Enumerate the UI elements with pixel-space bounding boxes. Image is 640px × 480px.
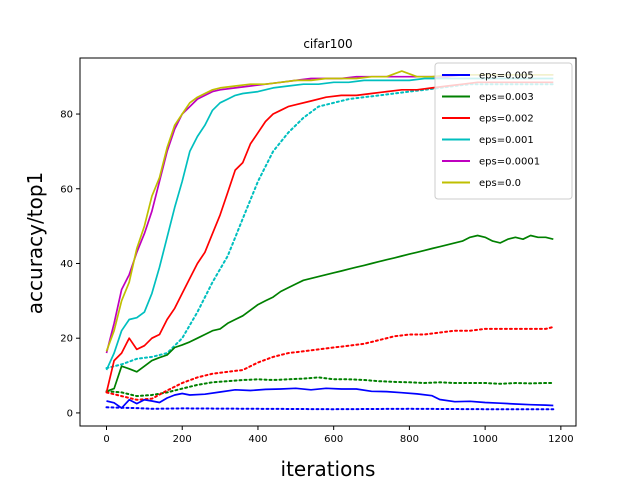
x-tick-label: 200	[173, 434, 192, 445]
chart-title: cifar100	[303, 37, 352, 51]
x-tick-label: 1200	[548, 434, 573, 445]
series-line-eps-0-003	[106, 234, 554, 393]
legend-label-eps-0-0001: eps=0.0001	[479, 157, 540, 168]
y-axis-label: accuracy/top1	[23, 172, 47, 314]
y-tick-label: 40	[60, 259, 73, 270]
series-line-eps-0-003-dotted	[105, 376, 555, 398]
legend-label-eps-0-005: eps=0.005	[479, 71, 534, 82]
series-line-eps-0-002-dotted	[105, 326, 555, 401]
legend-label-eps-0-002: eps=0.002	[479, 114, 534, 125]
y-tick-label: 0	[67, 408, 73, 419]
y-tick-label: 80	[60, 110, 73, 121]
legend-label-eps-0-0: eps=0.0	[479, 178, 521, 189]
series-line-eps-0-005	[106, 387, 554, 409]
x-tick-label: 1000	[472, 434, 497, 445]
y-tick-label: 20	[60, 334, 73, 345]
x-tick-label: 0	[103, 434, 109, 445]
legend-label-eps-0-001: eps=0.001	[479, 135, 534, 146]
legend: eps=0.005 eps=0.003 eps=0.002 eps=0.001 eps=…	[434, 62, 573, 200]
x-tick-label: 600	[324, 434, 343, 445]
y-axis: 0 20 40 60 80	[60, 110, 80, 419]
x-tick-label: 800	[400, 434, 419, 445]
x-tick-label: 400	[248, 434, 267, 445]
series-line-eps-0-005-dotted	[105, 406, 555, 411]
legend-label-eps-0-003: eps=0.003	[479, 92, 534, 103]
y-tick-label: 60	[60, 184, 73, 195]
plot-frame	[79, 57, 577, 427]
x-axis-label: iterations	[281, 457, 376, 480]
x-axis: 0 200 400 600 800 1000 1200	[103, 426, 574, 445]
